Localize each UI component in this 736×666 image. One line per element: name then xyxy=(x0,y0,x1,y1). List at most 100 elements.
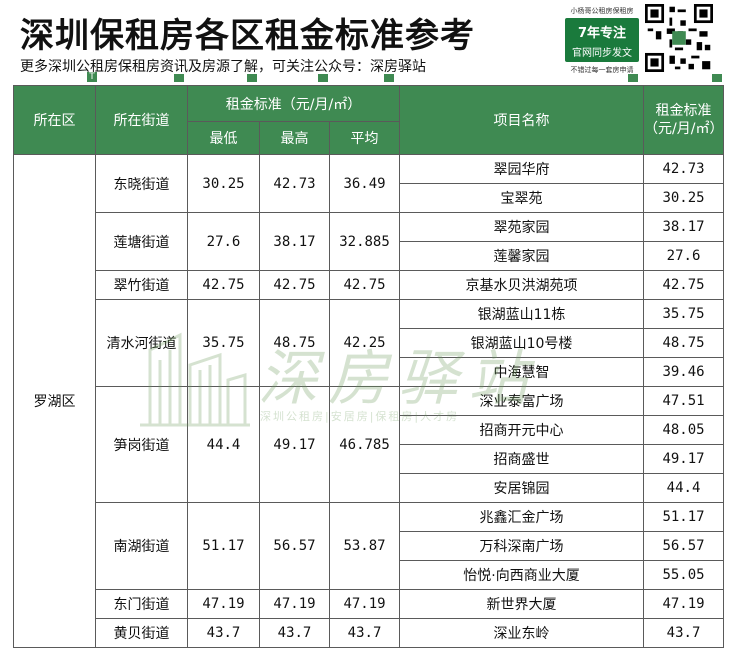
project-cell: 中海慧智 xyxy=(399,357,645,387)
table-row: 万科深南广场 56.57 xyxy=(14,531,725,561)
project-rent-cell: 43.7 xyxy=(643,618,725,648)
street-cell: 东门街道 xyxy=(95,589,188,619)
project-rent-cell: 47.51 xyxy=(643,386,725,416)
filter-active-icon[interactable]: T xyxy=(87,72,97,82)
header-avg: 平均 xyxy=(328,121,401,155)
header-min: 最低 xyxy=(187,121,260,155)
street-cell: 莲塘街道 xyxy=(95,212,188,271)
min-cell: 35.75 xyxy=(187,299,260,387)
project-rent-cell: 30.25 xyxy=(643,183,725,213)
table-row: 南湖街道 51.17 56.57 53.87 兆鑫汇金广场 51.17 xyxy=(14,502,725,590)
project-cell: 新世界大厦 xyxy=(399,589,645,619)
table-row: 笋岗街道 44.4 49.17 46.785 深业泰富广场 47.51 xyxy=(14,386,725,503)
street-cell: 南湖街道 xyxy=(95,502,188,590)
filter-dropdown-icon[interactable] xyxy=(174,74,184,82)
promo-top-text: 小杨哥公租房保租房 xyxy=(570,7,634,15)
table-row: 莲塘街道 27.6 38.17 32.885 翠苑家园 38.17 xyxy=(14,212,725,271)
table-row: 怡悦·向西商业大厦 55.05 xyxy=(14,560,725,590)
max-cell: 56.57 xyxy=(259,502,330,590)
project-rent-cell: 27.6 xyxy=(643,241,725,271)
project-rent-cell: 48.05 xyxy=(643,415,725,445)
project-rent-cell: 49.17 xyxy=(643,444,725,474)
max-cell: 48.75 xyxy=(259,299,330,387)
header-max: 最高 xyxy=(259,121,330,155)
min-cell: 47.19 xyxy=(187,589,260,619)
street-cell: 翠竹街道 xyxy=(95,270,188,300)
min-cell: 30.25 xyxy=(187,154,260,213)
page-subtitle: 更多深圳公租房保租房资讯及房源了解，可关注公众号：深房驿站 xyxy=(20,59,426,75)
project-cell: 深业泰富广场 xyxy=(399,386,645,416)
avg-cell: 46.785 xyxy=(328,386,401,503)
header-project: 项目名称 xyxy=(399,85,645,155)
min-cell: 42.75 xyxy=(187,270,260,300)
avg-cell: 36.49 xyxy=(328,154,401,213)
header-project-rent: 租金标准（元/月/㎡） xyxy=(643,85,725,155)
avg-cell: 43.7 xyxy=(328,618,401,648)
promo-bottom-text: 不错过每一套房申请 xyxy=(570,66,634,74)
district-cell: 罗湖区 xyxy=(13,154,96,648)
project-cell: 翠园华府 xyxy=(399,154,645,184)
page-title: 深圳保租房各区租金标准参考 xyxy=(20,16,475,56)
filter-dropdown-icon[interactable] xyxy=(712,74,722,82)
street-cell: 笋岗街道 xyxy=(95,386,188,503)
header-street: 所在街道 xyxy=(95,85,188,155)
street-cell: 清水河街道 xyxy=(95,299,188,387)
project-rent-cell: 44.4 xyxy=(643,473,725,503)
table-row: 翠竹街道 42.75 42.75 42.75 京基水贝洪湖苑项 42.75 xyxy=(14,270,725,300)
project-cell: 宝翠苑 xyxy=(399,183,645,213)
project-rent-cell: 35.75 xyxy=(643,299,725,329)
filter-dropdown-icon[interactable] xyxy=(247,74,257,82)
street-cell: 东晓街道 xyxy=(95,154,188,213)
max-cell: 38.17 xyxy=(259,212,330,271)
filter-dropdown-icon[interactable] xyxy=(318,74,328,82)
project-cell: 翠苑家园 xyxy=(399,212,645,242)
project-cell: 京基水贝洪湖苑项 xyxy=(399,270,645,300)
rent-table: 所在区 所在街道 租金标准（元/月/㎡） 项目名称 租金标准（元/月/㎡） 最低… xyxy=(13,85,725,648)
project-cell: 安居锦园 xyxy=(399,473,645,503)
min-cell: 44.4 xyxy=(187,386,260,503)
promo-line1: 7年专注 xyxy=(577,26,627,41)
max-cell: 42.73 xyxy=(259,154,330,213)
street-cell: 黄贝街道 xyxy=(95,618,188,648)
project-rent-cell: 42.73 xyxy=(643,154,725,184)
project-rent-cell: 47.19 xyxy=(643,589,725,619)
avg-cell: 53.87 xyxy=(328,502,401,590)
table-row: 清水河街道 35.75 48.75 42.25 银湖蓝山11栋 35.75 xyxy=(14,299,725,387)
project-cell: 莲馨家园 xyxy=(399,241,645,271)
max-cell: 49.17 xyxy=(259,386,330,503)
filter-dropdown-icon[interactable] xyxy=(384,74,394,82)
table-row: 黄贝街道 43.7 43.7 43.7 深业东岭 43.7 xyxy=(14,618,725,648)
project-cell: 招商盛世 xyxy=(399,444,645,474)
table-row: 罗湖区 东晓街道 30.25 42.73 36.49 翠园华府 42.73 xyxy=(13,154,725,648)
avg-cell: 32.885 xyxy=(328,212,401,271)
qr-code-icon[interactable] xyxy=(645,4,713,72)
filter-dropdown-icon[interactable] xyxy=(628,74,638,82)
avg-cell: 47.19 xyxy=(328,589,401,619)
project-cell: 怡悦·向西商业大厦 xyxy=(399,560,645,590)
project-cell: 深业东岭 xyxy=(399,618,645,648)
min-cell: 51.17 xyxy=(187,502,260,590)
avg-cell: 42.25 xyxy=(328,299,401,387)
project-rent-cell: 55.05 xyxy=(643,560,725,590)
project-cell: 银湖蓝山10号楼 xyxy=(399,328,645,358)
table-row: 中海慧智 39.46 xyxy=(14,357,725,387)
max-cell: 43.7 xyxy=(259,618,330,648)
project-rent-cell: 51.17 xyxy=(643,502,725,532)
min-cell: 43.7 xyxy=(187,618,260,648)
header-rent-group: 租金标准（元/月/㎡） xyxy=(186,85,401,122)
promo-banner[interactable]: 小杨哥公租房保租房 7年专注 官网同步发文 不错过每一套房申请 xyxy=(563,4,721,74)
project-cell: 招商开元中心 xyxy=(399,415,645,445)
max-cell: 47.19 xyxy=(259,589,330,619)
max-cell: 42.75 xyxy=(259,270,330,300)
promo-line2: 官网同步发文 xyxy=(572,48,632,59)
project-rent-cell: 56.57 xyxy=(643,531,725,561)
table-row: 东门街道 47.19 47.19 47.19 新世界大厦 47.19 xyxy=(14,589,725,619)
project-cell: 银湖蓝山11栋 xyxy=(399,299,645,329)
avg-cell: 42.75 xyxy=(328,270,401,300)
header-district: 所在区 xyxy=(13,85,96,155)
project-rent-cell: 39.46 xyxy=(643,357,725,387)
project-rent-cell: 48.75 xyxy=(643,328,725,358)
promo-badge: 7年专注 官网同步发文 xyxy=(565,18,639,62)
project-cell: 兆鑫汇金广场 xyxy=(399,502,645,532)
project-rent-cell: 38.17 xyxy=(643,212,725,242)
